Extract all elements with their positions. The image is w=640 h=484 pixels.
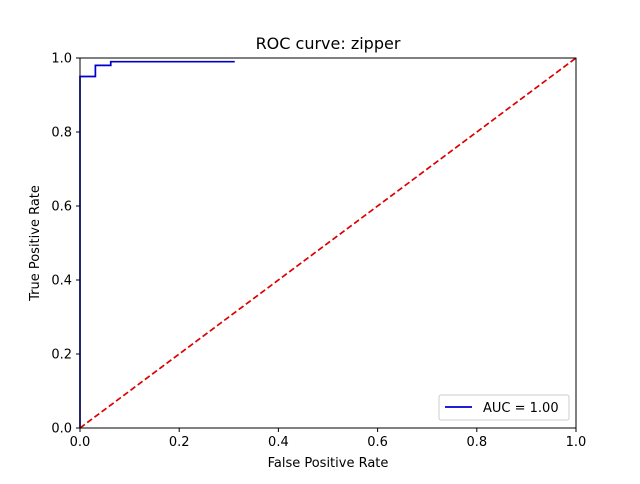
chart-title: ROC curve: zipper: [256, 34, 401, 53]
legend-label: AUC = 1.00: [483, 401, 559, 416]
y-tick-label: 0.4: [51, 274, 72, 289]
y-axis-label: True Positive Rate: [28, 185, 43, 302]
y-tick-label: 0.2: [51, 348, 72, 363]
y-tick-label: 0.6: [51, 200, 72, 215]
x-tick-label: 0.6: [367, 435, 388, 450]
x-tick-label: 0.4: [268, 435, 289, 450]
x-axis-label: False Positive Rate: [268, 456, 389, 471]
legend-box: [438, 394, 570, 421]
x-tick-label: 0.8: [466, 435, 487, 450]
legend: AUC = 1.00: [438, 394, 570, 421]
x-axis-ticks: 0.0 0.2 0.4 0.6 0.8 1.0: [70, 428, 587, 450]
x-tick-label: 1.0: [566, 435, 587, 450]
x-tick-label: 0.2: [169, 435, 190, 450]
y-tick-label: 1.0: [51, 52, 72, 67]
y-axis-ticks: 0.0 0.2 0.4 0.6 0.8 1.0: [51, 52, 80, 437]
series-line-1: [79, 57, 577, 429]
y-tick-label: 0.0: [51, 422, 72, 437]
plot-frame: [79, 57, 577, 429]
y-tick-label: 0.8: [51, 126, 72, 141]
x-tick-label: 0.0: [70, 435, 91, 450]
